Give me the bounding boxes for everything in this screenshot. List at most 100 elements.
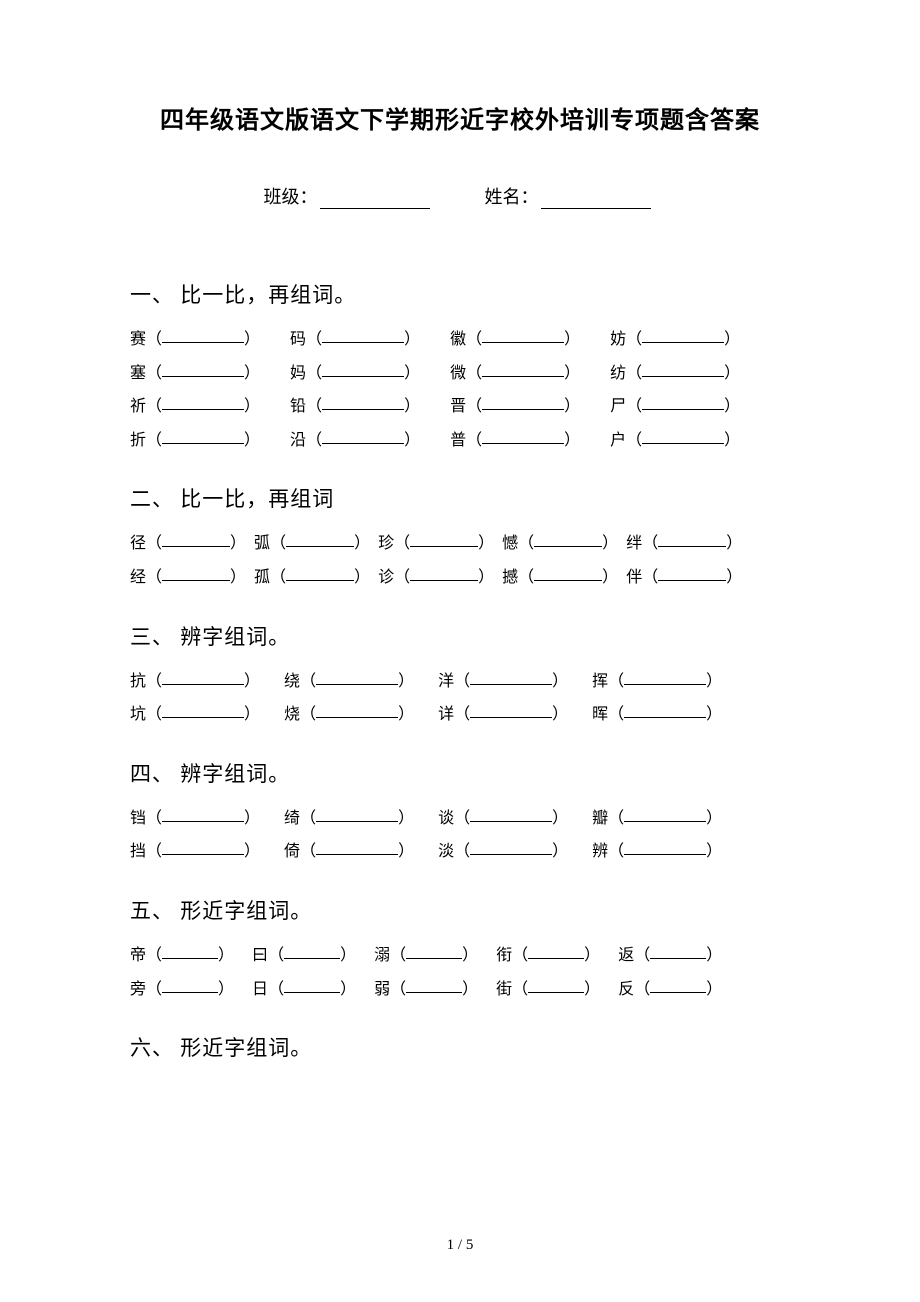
- character: 塞: [130, 357, 146, 391]
- character: 曰: [252, 939, 268, 973]
- paren-blank: （）: [146, 939, 234, 973]
- character: 径: [130, 527, 146, 561]
- name-label: 姓名：: [485, 187, 539, 207]
- character: 沿: [290, 424, 306, 458]
- character: 谈: [438, 802, 454, 836]
- paren-blank: （）: [642, 527, 742, 561]
- character: 撼: [502, 561, 518, 595]
- character: 坑: [130, 698, 146, 732]
- section-head: 二、 比一比，再组词: [130, 483, 790, 513]
- paren-blank: （）: [300, 698, 414, 732]
- character: 诊: [378, 561, 394, 595]
- paren-blank: （）: [634, 939, 722, 973]
- paren-blank: （）: [390, 939, 478, 973]
- character: 烧: [284, 698, 300, 732]
- paren-blank: （）: [466, 323, 580, 357]
- paren-blank: （）: [454, 802, 568, 836]
- paren-blank: （）: [146, 390, 260, 424]
- character: 珍: [378, 527, 394, 561]
- class-blank: [320, 191, 430, 209]
- character: 徽: [450, 323, 466, 357]
- paren-blank: （）: [518, 527, 618, 561]
- exercise-line: 赛（）码（）徽（）妨（）: [130, 323, 790, 357]
- character: 弱: [374, 973, 390, 1007]
- paren-blank: （）: [268, 939, 356, 973]
- paren-blank: （）: [146, 698, 260, 732]
- character: 铛: [130, 802, 146, 836]
- paren-blank: （）: [608, 698, 722, 732]
- character: 尸: [610, 390, 626, 424]
- character: 伴: [626, 561, 642, 595]
- exercise-line: 经（）孤（）诊（）撼（）伴（）: [130, 561, 790, 595]
- character: 街: [496, 973, 512, 1007]
- character: 折: [130, 424, 146, 458]
- paren-blank: （）: [146, 973, 234, 1007]
- paren-blank: （）: [608, 835, 722, 869]
- character: 帝: [130, 939, 146, 973]
- paren-blank: （）: [518, 561, 618, 595]
- paren-blank: （）: [394, 561, 494, 595]
- paren-blank: （）: [642, 561, 742, 595]
- paren-blank: （）: [300, 802, 414, 836]
- paren-blank: （）: [626, 390, 740, 424]
- exercise-line: 铛（）绮（）谈（）瓣（）: [130, 802, 790, 836]
- character: 辨: [592, 835, 608, 869]
- character: 孤: [254, 561, 270, 595]
- character: 旁: [130, 973, 146, 1007]
- character: 溺: [374, 939, 390, 973]
- paren-blank: （）: [146, 424, 260, 458]
- paren-blank: （）: [512, 973, 600, 1007]
- exercise-line: 折（）沿（）普（）户（）: [130, 424, 790, 458]
- character: 憾: [502, 527, 518, 561]
- character: 倚: [284, 835, 300, 869]
- paren-blank: （）: [306, 323, 420, 357]
- exercise-line: 祈（）铅（）晋（）尸（）: [130, 390, 790, 424]
- character: 普: [450, 424, 466, 458]
- character: 码: [290, 323, 306, 357]
- exercise-line: 挡（）倚（）淡（）辨（）: [130, 835, 790, 869]
- character: 经: [130, 561, 146, 595]
- page-title: 四年级语文版语文下学期形近字校外培训专项题含答案: [130, 100, 790, 135]
- paren-blank: （）: [146, 323, 260, 357]
- character: 祈: [130, 390, 146, 424]
- paren-blank: （）: [512, 939, 600, 973]
- paren-blank: （）: [270, 527, 370, 561]
- paren-blank: （）: [306, 424, 420, 458]
- meta-row: 班级： 姓名：: [130, 183, 790, 209]
- section-head: 四、 辨字组词。: [130, 758, 790, 788]
- character: 反: [618, 973, 634, 1007]
- paren-blank: （）: [454, 698, 568, 732]
- paren-blank: （）: [270, 561, 370, 595]
- paren-blank: （）: [394, 527, 494, 561]
- paren-blank: （）: [454, 665, 568, 699]
- character: 妈: [290, 357, 306, 391]
- exercise-line: 径（）弧（）珍（）憾（）绊（）: [130, 527, 790, 561]
- character: 晋: [450, 390, 466, 424]
- section-head: 一、 比一比，再组词。: [130, 279, 790, 309]
- paren-blank: （）: [306, 390, 420, 424]
- character: 微: [450, 357, 466, 391]
- class-label: 班级：: [264, 187, 318, 207]
- paren-blank: （）: [146, 802, 260, 836]
- paren-blank: （）: [300, 665, 414, 699]
- character: 铅: [290, 390, 306, 424]
- character: 瓣: [592, 802, 608, 836]
- sections-container: 一、 比一比，再组词。赛（）码（）徽（）妨（）塞（）妈（）微（）纺（）祈（）铅（…: [130, 279, 790, 1062]
- paren-blank: （）: [146, 527, 246, 561]
- character: 户: [610, 424, 626, 458]
- section-head: 三、 辨字组词。: [130, 621, 790, 651]
- section-head: 六、 形近字组词。: [130, 1032, 790, 1062]
- exercise-line: 抗（）绕（）洋（）挥（）: [130, 665, 790, 699]
- paren-blank: （）: [390, 973, 478, 1007]
- exercise-line: 塞（）妈（）微（）纺（）: [130, 357, 790, 391]
- character: 晖: [592, 698, 608, 732]
- paren-blank: （）: [608, 802, 722, 836]
- paren-blank: （）: [466, 424, 580, 458]
- character: 衔: [496, 939, 512, 973]
- character: 妨: [610, 323, 626, 357]
- paren-blank: （）: [626, 323, 740, 357]
- character: 赛: [130, 323, 146, 357]
- paren-blank: （）: [626, 424, 740, 458]
- character: 绕: [284, 665, 300, 699]
- exercise-line: 坑（）烧（）详（）晖（）: [130, 698, 790, 732]
